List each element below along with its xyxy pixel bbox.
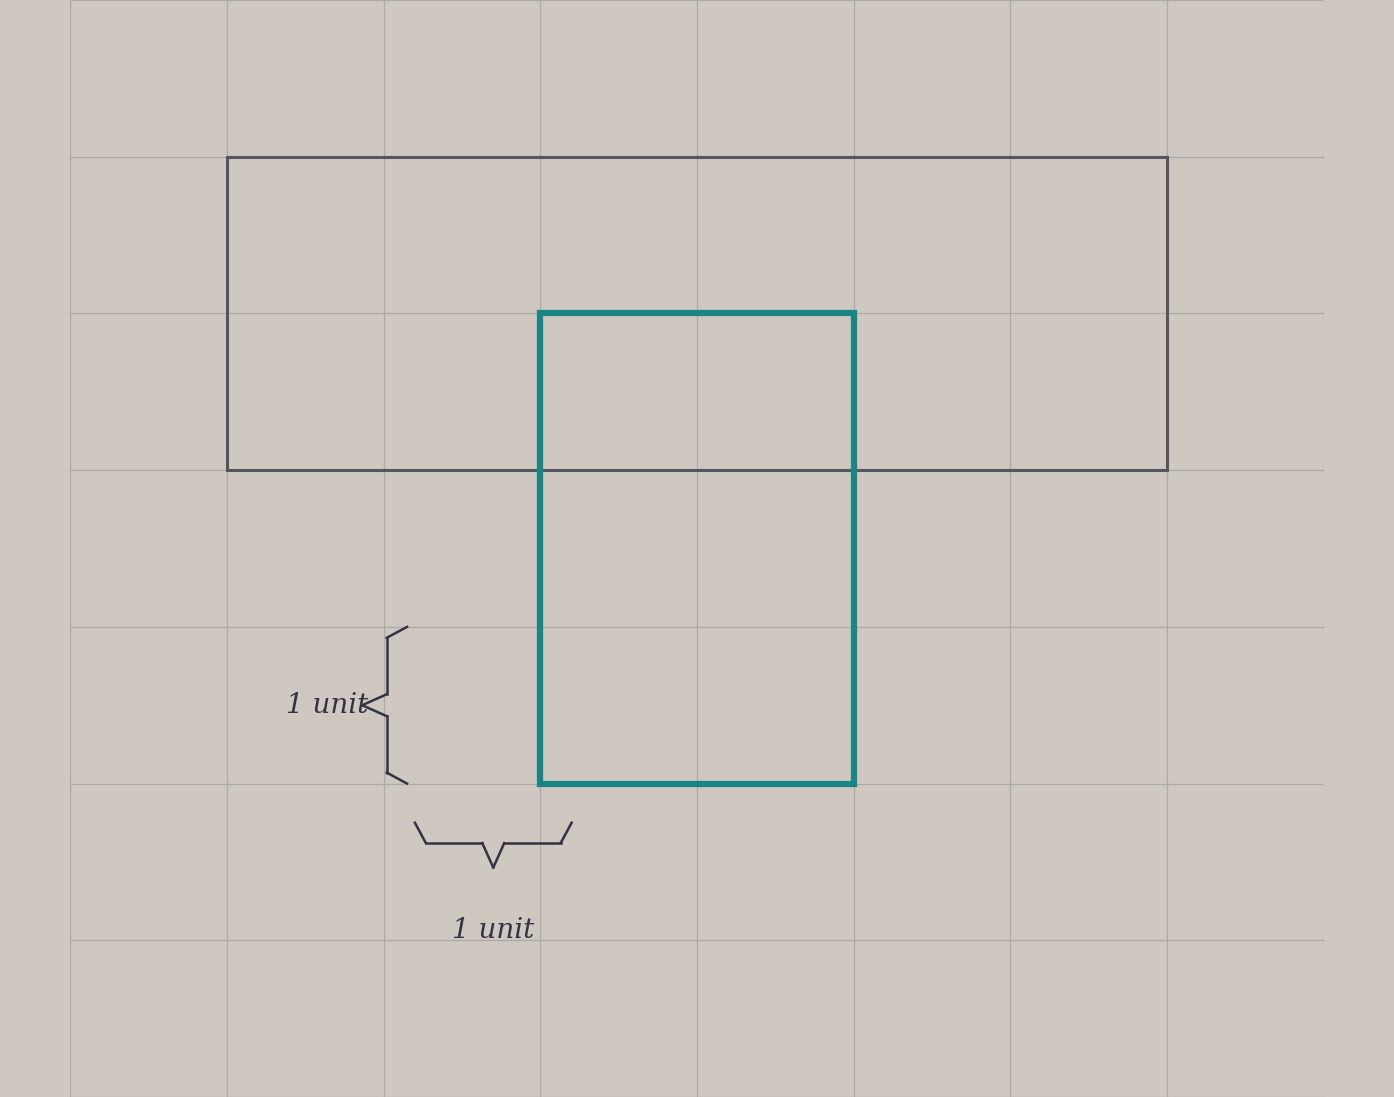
Bar [227, 157, 1167, 471]
Bar [541, 314, 853, 783]
Text: 1 unit: 1 unit [286, 692, 368, 719]
Text: 1 unit: 1 unit [452, 917, 534, 943]
